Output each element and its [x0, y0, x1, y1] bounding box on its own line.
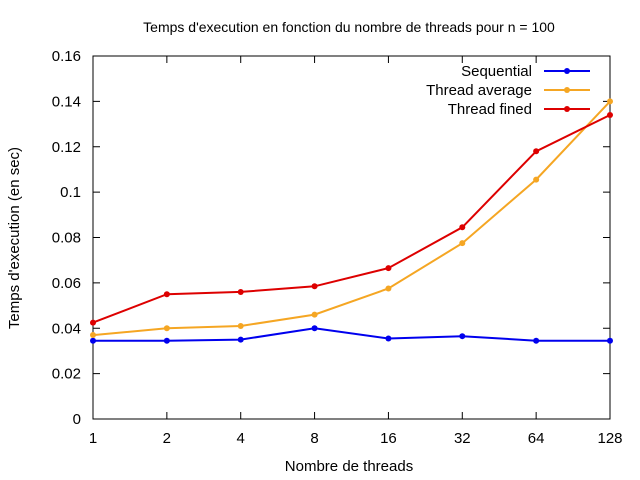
x-tick-label: 1: [89, 430, 97, 447]
legend-marker: [564, 68, 570, 74]
plot-frame: [92, 55, 611, 420]
y-tick-label: 0.14: [52, 93, 81, 110]
x-axis: 1 2 4 8 16 32 64 128: [89, 56, 623, 447]
x-tick-label: 16: [380, 430, 397, 447]
y-tick-label: 0.02: [52, 366, 81, 383]
data-point-sequential: [533, 337, 540, 344]
series-line-sequential: [93, 327, 610, 342]
data-point-sequential: [607, 337, 613, 344]
x-tick-label: 2: [163, 430, 171, 447]
y-tick-label: 0.16: [52, 48, 81, 65]
legend-marker: [564, 87, 570, 93]
data-point-thread-fined: [237, 288, 244, 295]
y-tick-label: 0: [73, 411, 81, 428]
x-tick-label: 32: [454, 430, 471, 447]
series-line-thread-average: [92, 100, 611, 337]
y-tick-label: 0.06: [52, 275, 81, 292]
data-point-thread-fined: [459, 224, 466, 231]
data-point-sequential: [385, 335, 392, 342]
data-point-thread-fined: [90, 319, 96, 326]
data-point-sequential: [237, 336, 244, 343]
x-tick-label: 4: [237, 430, 245, 447]
data-point-thread-average: [385, 285, 392, 292]
data-point-sequential: [311, 325, 318, 332]
legend-label: Thread average: [426, 82, 532, 99]
series-line-thread-fined: [92, 114, 611, 324]
data-point-sequential: [163, 337, 170, 344]
y-tick-label: 0.12: [52, 139, 81, 156]
y-axis-label: Temps d'execution (en sec): [6, 147, 23, 329]
legend-label: Sequential: [461, 63, 532, 80]
y-tick-label: 0.1: [60, 184, 81, 201]
data-point-thread-average: [607, 98, 613, 105]
data-point-thread-fined: [607, 111, 613, 118]
data-point-thread-average: [237, 322, 244, 329]
chart-title: Temps d'execution en fonction du nombre …: [143, 19, 555, 35]
y-axis: 0 0.02 0.04 0.06 0.08 0.1 0.12 0.14 0.16: [52, 48, 610, 428]
x-tick-label: 64: [528, 430, 545, 447]
data-point-thread-average: [311, 311, 318, 318]
x-axis-label: Nombre de threads: [285, 458, 413, 475]
data-point-sequential: [459, 333, 466, 340]
x-tick-label: 8: [310, 430, 318, 447]
x-tick-label: 128: [597, 430, 622, 447]
legend-label: Thread fined: [448, 101, 532, 118]
data-point-thread-average: [533, 176, 540, 183]
series-thread-fined: [90, 111, 613, 326]
legend: Sequential Thread average Thread fined: [426, 63, 590, 118]
data-point-thread-average: [90, 332, 96, 339]
data-point-thread-average: [163, 325, 170, 332]
data-point-thread-average: [459, 240, 466, 247]
series-sequential: [90, 325, 613, 344]
series-layer: [90, 98, 613, 344]
y-tick-label: 0.04: [52, 320, 81, 337]
series-thread-average: [90, 98, 613, 339]
data-point-thread-fined: [311, 283, 318, 290]
data-point-thread-fined: [163, 291, 170, 298]
data-point-sequential: [90, 337, 96, 344]
data-point-thread-fined: [533, 148, 540, 155]
data-point-thread-fined: [385, 265, 392, 272]
y-tick-label: 0.08: [52, 230, 81, 247]
legend-marker: [564, 106, 570, 112]
